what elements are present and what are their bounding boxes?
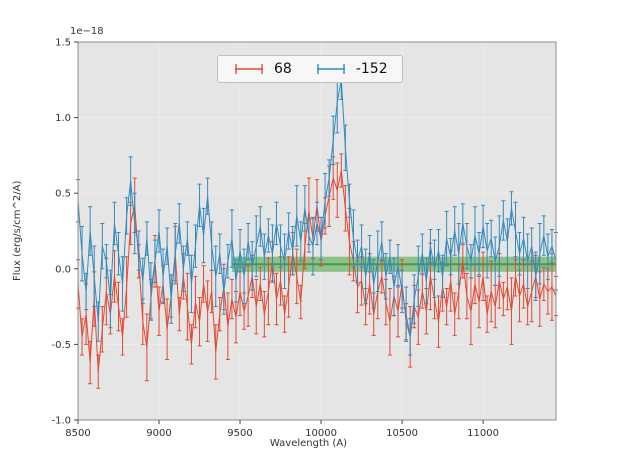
y-axis-offset-text: 1e−18 bbox=[70, 26, 104, 37]
legend-label-red: 68 bbox=[274, 61, 292, 77]
x-tick-label: 8500 bbox=[65, 428, 90, 439]
errorbar-sample-blue-icon bbox=[316, 64, 345, 74]
x-tick-label: 10000 bbox=[305, 428, 337, 439]
y-tick-label: 0.5 bbox=[55, 189, 71, 200]
y-tick-label: -1.0 bbox=[51, 416, 71, 427]
legend: 68 -152 bbox=[217, 55, 403, 83]
legend-entry-blue: -152 bbox=[314, 61, 388, 77]
x-tick-label: 11000 bbox=[467, 428, 499, 439]
legend-entry-red: 68 bbox=[232, 61, 292, 77]
x-axis-ticks: 8500 9000 9500 10000 10500 11000 bbox=[65, 420, 499, 439]
y-axis-ticks: -1.0 -0.5 0.0 0.5 1.0 1.5 bbox=[51, 38, 78, 427]
axes-frame bbox=[77, 41, 557, 421]
y-tick-label: 1.0 bbox=[55, 113, 71, 124]
x-tick-label: 9000 bbox=[146, 428, 171, 439]
y-tick-label: 1.5 bbox=[55, 38, 71, 49]
errorbar-sample-red-icon bbox=[235, 64, 263, 74]
legend-label-blue: -152 bbox=[355, 61, 388, 77]
x-tick-label: 9500 bbox=[227, 428, 252, 439]
y-tick-label: 0.0 bbox=[55, 264, 71, 275]
x-axis-label: Wavelength (A) bbox=[269, 438, 348, 449]
y-axis-label: Flux (erg/s/cm^2/A) bbox=[12, 180, 23, 282]
x-tick-label: 10500 bbox=[386, 428, 418, 439]
y-tick-label: -0.5 bbox=[51, 340, 71, 351]
line--152 bbox=[77, 79, 557, 337]
